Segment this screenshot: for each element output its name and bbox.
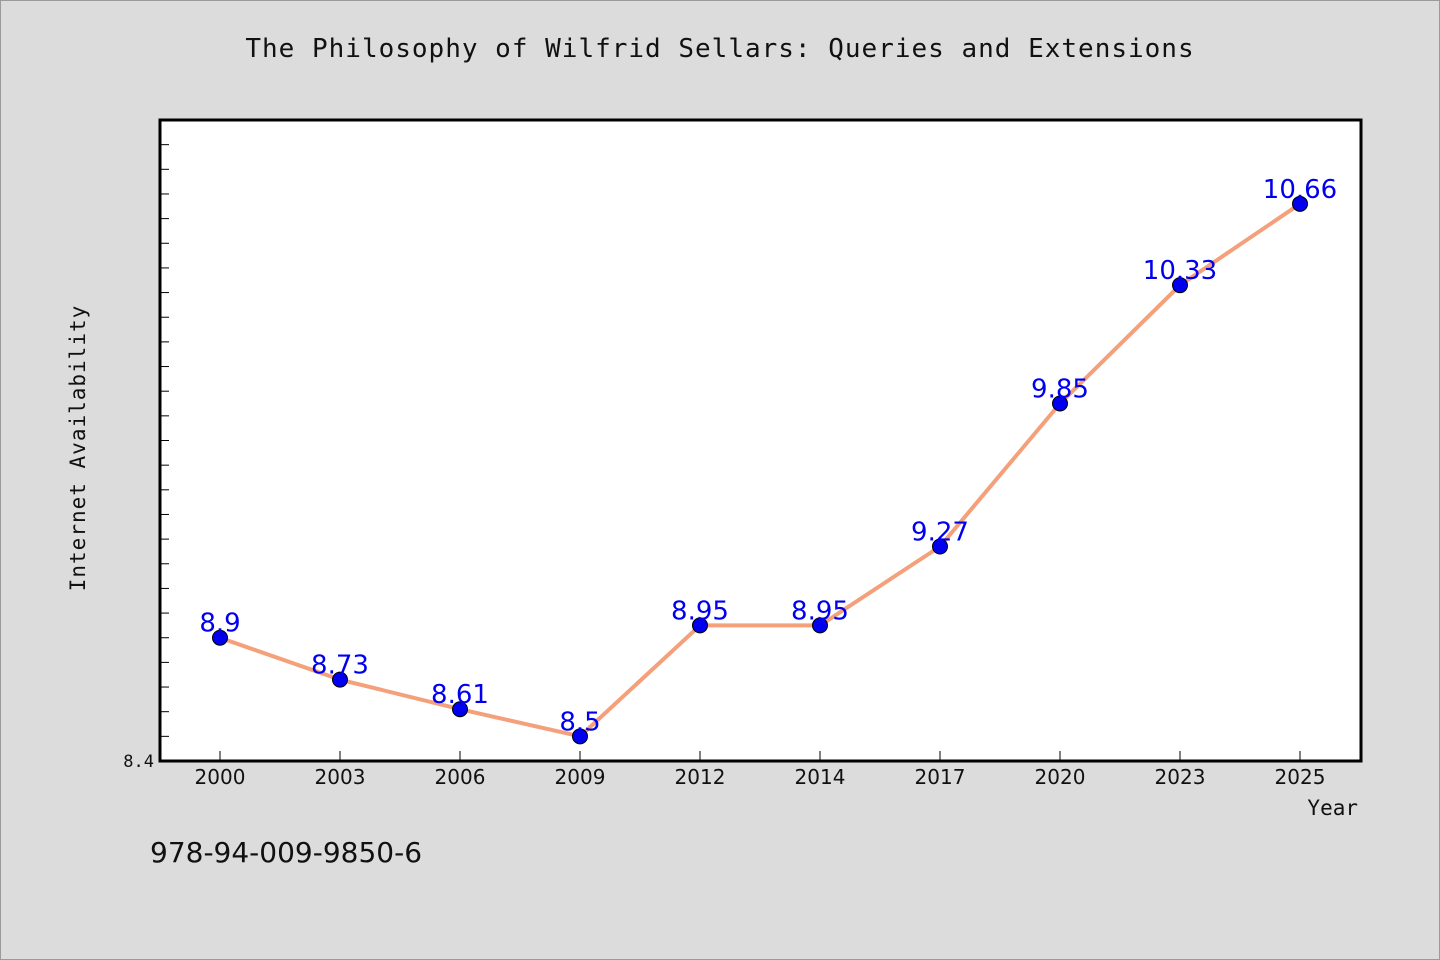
data-label: 8.5: [559, 707, 600, 737]
data-label: 8.73: [311, 651, 369, 681]
x-tick-label: 2017: [915, 765, 966, 789]
data-label: 8.95: [791, 596, 849, 626]
x-tick-label: 2014: [795, 765, 846, 789]
data-labels: 8.9 8.73 8.61 8.5 8.95 8.95 9.27 9.85 10.33 10.66: [199, 175, 1337, 738]
data-point: [812, 617, 828, 634]
data-point: [212, 629, 228, 646]
plot-area: [158, 118, 1363, 763]
x-tick-label: 2003: [315, 765, 366, 789]
data-label: 8.95: [671, 596, 729, 626]
x-tick-label: 2006: [435, 765, 486, 789]
y-axis-label: Internet Availability: [66, 304, 90, 592]
data-label: 9.27: [911, 518, 969, 548]
x-tick-label: 2023: [1155, 765, 1206, 789]
x-tick-label: 2000: [195, 765, 246, 789]
data-point: [932, 538, 948, 555]
x-axis-ticks: 2000 2003 2006 2009 2012 2014 2017 2020 2023 2025: [195, 751, 1326, 789]
data-point: [572, 728, 588, 745]
data-point: [332, 671, 348, 688]
x-tick-label: 2012: [675, 765, 726, 789]
x-tick-label: 2025: [1275, 765, 1326, 789]
x-tick-label: 2020: [1035, 765, 1086, 789]
y-tick-label: 8.4: [123, 752, 154, 772]
data-label: 8.61: [431, 680, 489, 710]
data-point: [1292, 195, 1308, 212]
data-point: [1172, 277, 1188, 294]
data-label: 10.66: [1263, 175, 1337, 205]
x-tick-label: 2009: [555, 765, 606, 789]
isbn-caption: 978-94-009-9850-6: [150, 836, 423, 869]
data-point: [452, 701, 468, 718]
y-axis-ticks: 8.4: [123, 144, 169, 772]
data-point: [692, 617, 708, 634]
data-label: 9.85: [1031, 375, 1089, 405]
chart-title: The Philosophy of Wilfrid Sellars: Queri…: [245, 34, 1195, 64]
x-axis-label: Year: [1307, 796, 1358, 820]
data-points: [212, 195, 1308, 745]
data-label: 10.33: [1143, 256, 1217, 286]
data-point: [1052, 395, 1068, 412]
series-line: [219, 202, 1302, 739]
data-label: 8.9: [199, 609, 240, 639]
